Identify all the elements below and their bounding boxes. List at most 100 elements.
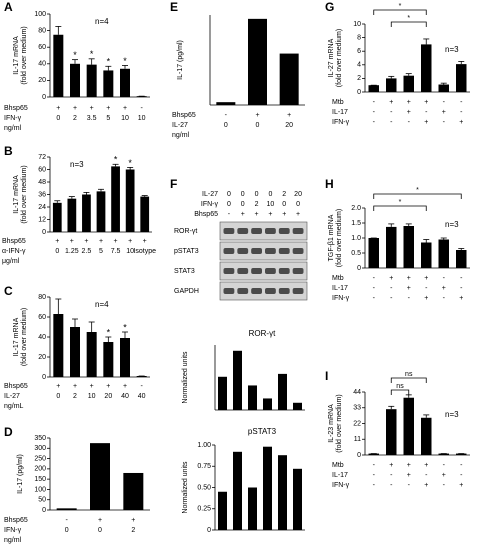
row-cell: - xyxy=(373,482,376,489)
error-bar xyxy=(440,82,447,85)
row-unit: μg/ml xyxy=(2,258,20,265)
row-label: IFN-γ xyxy=(201,201,219,208)
bar xyxy=(103,342,114,377)
row-cell: + xyxy=(131,517,135,524)
blot-band xyxy=(292,268,304,274)
row-cell: - xyxy=(373,109,376,116)
bar xyxy=(386,226,397,268)
row-cell: - xyxy=(390,119,393,126)
row-cell: - xyxy=(373,285,376,292)
bar xyxy=(120,338,130,377)
row-cell: + xyxy=(255,112,259,119)
row-cell: + xyxy=(70,238,74,245)
row-cell: - xyxy=(65,517,68,524)
bar xyxy=(279,53,299,105)
y-axis-label: TGF-β1 mRNA xyxy=(328,214,335,261)
bar xyxy=(248,385,257,410)
y-tick-label: 12 xyxy=(38,216,46,223)
row-label: IL-27 xyxy=(172,122,188,129)
row-label: IL-27 xyxy=(202,191,218,198)
y-tick-label: 6 xyxy=(357,48,361,55)
y-tick-label: 0 xyxy=(42,507,46,514)
row-cell: - xyxy=(408,295,411,302)
bracket-label: * xyxy=(399,3,402,10)
y-axis-label: Normalized units xyxy=(182,461,189,514)
row-cell: + xyxy=(98,517,102,524)
row-cell: - xyxy=(425,285,428,292)
row-cell: - xyxy=(140,383,143,390)
bar xyxy=(53,314,64,377)
y-tick-label: 1.0 xyxy=(351,235,361,242)
bracket xyxy=(390,21,427,27)
y-tick-label: 60 xyxy=(38,44,46,51)
bar xyxy=(52,202,62,232)
bar xyxy=(456,453,467,455)
bar xyxy=(386,409,397,455)
bar xyxy=(140,196,150,232)
note: n=3 xyxy=(445,45,459,54)
row-cell: 0 xyxy=(241,201,245,208)
row-cell: + xyxy=(442,109,446,116)
row-cell: + xyxy=(296,211,300,218)
row-cell: 20 xyxy=(294,191,302,198)
error-bar xyxy=(388,405,395,410)
y-tick-label: 1.5 xyxy=(351,220,361,227)
row-label: Bhsp65 xyxy=(2,238,26,245)
row-cell: + xyxy=(389,99,393,106)
blot-band xyxy=(265,228,276,234)
error-bar xyxy=(458,61,465,65)
error-bar xyxy=(388,223,395,227)
row-cell: - xyxy=(373,99,376,106)
row-cell: + xyxy=(407,472,411,479)
row-label: IFN-γ xyxy=(332,482,350,489)
note: n=3 xyxy=(445,410,459,419)
row-label: Mtb xyxy=(332,462,344,469)
row-cell: - xyxy=(425,472,428,479)
bar xyxy=(216,102,236,105)
row-label: Bhsp65 xyxy=(194,211,218,218)
blot-band xyxy=(278,228,290,234)
band-label: pSTAT3 xyxy=(174,248,199,255)
band-label: GAPDH xyxy=(174,288,199,295)
y-tick-label: 2 xyxy=(357,75,361,82)
y-tick-label: 100 xyxy=(34,486,46,493)
y-tick-label: 300 xyxy=(34,445,46,452)
bar xyxy=(263,446,272,530)
bracket xyxy=(373,193,462,199)
bar xyxy=(233,451,242,530)
row-cell: 3.5 xyxy=(87,115,97,122)
y-axis-label: IL-17 (pg/ml) xyxy=(17,454,24,494)
row-cell: + xyxy=(424,482,428,489)
error-bar xyxy=(405,223,412,226)
chart-title: pSTAT3 xyxy=(248,427,277,436)
row-cell: + xyxy=(255,211,259,218)
bar xyxy=(86,332,97,377)
y-tick-label: 40 xyxy=(38,61,46,68)
error-bar xyxy=(423,38,430,45)
y-axis-label: (fold over medium) xyxy=(21,26,28,84)
bar xyxy=(456,64,467,92)
blot-strip xyxy=(219,261,308,281)
y-tick-label: 0.5 xyxy=(351,250,361,257)
y-tick-label: 350 xyxy=(34,435,46,442)
row-cell: + xyxy=(407,285,411,292)
y-axis-label: (fold over medium) xyxy=(21,308,28,366)
significance: * xyxy=(107,57,111,67)
row-cell: + xyxy=(407,109,411,116)
row-cell: - xyxy=(373,119,376,126)
panel-letter: H xyxy=(325,177,334,191)
row-cell: - xyxy=(460,109,463,116)
row-cell: + xyxy=(90,105,94,112)
row-cell: - xyxy=(228,211,231,218)
error-bar xyxy=(98,188,104,192)
row-cell: - xyxy=(408,482,411,489)
blot-band xyxy=(223,228,235,234)
row-cell: 20 xyxy=(285,122,293,129)
y-tick-label: 20 xyxy=(38,77,46,84)
row-cell: + xyxy=(114,238,118,245)
bar xyxy=(111,166,120,232)
bar xyxy=(263,398,272,410)
error-bar xyxy=(141,195,148,197)
bar xyxy=(403,75,414,92)
y-tick-label: 48 xyxy=(38,179,46,186)
